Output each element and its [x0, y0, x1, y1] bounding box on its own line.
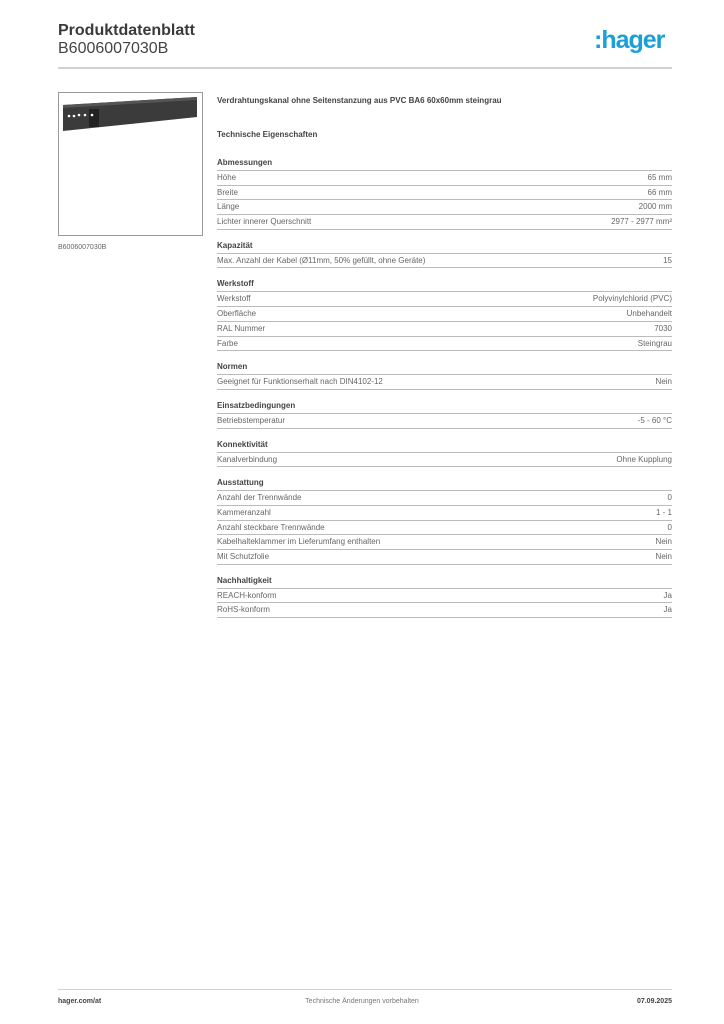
spec-row: Betriebstemperatur -5 - 60 °C — [217, 414, 672, 429]
spec-value: Nein — [655, 537, 672, 547]
spec-label: Farbe — [217, 338, 238, 348]
spec-row: Lichter innerer Querschnitt 2977 - 2977 m… — [217, 215, 672, 230]
hager-logo: :hager — [594, 26, 665, 54]
spec-section: Nachhaltigkeit REACH-konform Ja RoHS-konfor… — [217, 575, 672, 619]
spec-row: RAL Nummer 7030 — [217, 322, 672, 337]
footer-divider — [58, 989, 672, 990]
spec-row: Anzahl der Trennwände 0 — [217, 491, 672, 506]
spec-value: 2977 - 2977 mm² — [611, 217, 672, 227]
spec-value: Polyvinylchlorid (PVC) — [592, 294, 672, 304]
spec-row: Kanalverbindung Ohne Kupplung — [217, 453, 672, 468]
spec-value: 7030 — [654, 323, 672, 333]
product-code: B6006007030B — [58, 40, 169, 57]
section-heading: Werkstoff — [217, 278, 672, 293]
spec-value: Steingrau — [637, 338, 672, 348]
spec-section: Abmessungen Höhe 65 mm Breite 66 mm Länge 2000… — [217, 157, 672, 230]
spec-label: Höhe — [217, 173, 237, 182]
spec-label: Betriebstemperatur — [217, 415, 286, 425]
product-details: Verdrahtungskanal ohne Seitenstanzung au… — [217, 96, 672, 628]
spec-value: Ja — [663, 590, 672, 600]
footer-date: 07.09.2025 — [636, 998, 672, 1005]
section-heading: Einsatzbedingungen — [217, 400, 672, 414]
spec-row: RoHS-konform Ja — [217, 603, 672, 619]
spec-label: Kanalverbindung — [217, 454, 278, 464]
spec-row: Höhe 65 mm — [217, 171, 672, 186]
spec-sections: Abmessungen Höhe 65 mm Breite 66 mm Länge 2000… — [217, 157, 672, 619]
image-caption: B6006007030B — [58, 244, 107, 251]
spec-label: Geeignet für Funktionserhalt nach DIN410… — [217, 377, 383, 387]
spec-value: 2000 mm — [638, 202, 672, 212]
section-heading: Kapazität — [217, 240, 672, 254]
spec-row: Länge 2000 mm — [217, 200, 672, 216]
spec-label: Lichter innerer Querschnitt — [217, 217, 312, 227]
spec-value: Ja — [663, 605, 672, 615]
spec-value: 66 mm — [647, 187, 672, 197]
section-heading: Konnektivität — [217, 439, 672, 453]
spec-row: Werkstoff Polyvinylchlorid (PVC) — [217, 292, 672, 308]
spec-row: REACH-konform Ja — [217, 589, 672, 604]
spec-label: Kammeranzahl — [217, 507, 271, 517]
header-divider — [58, 67, 672, 69]
spec-label: Oberfläche — [217, 309, 257, 319]
spec-label: Länge — [217, 202, 240, 212]
product-description: Verdrahtungskanal ohne Seitenstanzung au… — [217, 96, 502, 105]
spec-label: Mit Schutzfolie — [217, 552, 270, 561]
spec-label: Max. Anzahl der Kabel (Ø11mm, 50% gefüll… — [217, 255, 426, 265]
spec-section: Werkstoff Werkstoff Polyvinylchlorid (PVC)… — [217, 278, 672, 352]
spec-label: Werkstoff — [217, 294, 251, 304]
spec-value: -5 - 60 °C — [637, 415, 672, 425]
tech-heading: Technische Eigenschaften — [217, 130, 318, 139]
spec-row: Max. Anzahl der Kabel (Ø11mm, 50% gefüll… — [217, 254, 672, 269]
section-heading: Ausstattung — [217, 477, 672, 492]
spec-label: RAL Nummer — [217, 323, 266, 333]
spec-label: REACH-konform — [217, 590, 277, 600]
spec-row: Breite 66 mm — [217, 186, 672, 201]
spec-value: Nein — [655, 377, 672, 387]
spec-row: Oberfläche Unbehandelt — [217, 307, 672, 322]
spec-value: 0 — [667, 493, 672, 503]
spec-label: RoHS-konform — [217, 605, 270, 615]
spec-value: 0 — [667, 522, 672, 532]
spec-section: Konnektivität Kanalverbindung Ohne Kupplun… — [217, 439, 672, 468]
spec-row: Anzahl steckbare Trennwände 0 — [217, 521, 672, 536]
spec-value: 1 - 1 — [655, 507, 672, 517]
spec-section: Kapazität Max. Anzahl der Kabel (Ø11mm, 5… — [217, 240, 672, 269]
spec-row: Kabelhalteklammer im Lieferumfang enthal… — [217, 535, 672, 550]
spec-section: Ausstattung Anzahl der Trennwände 0 Kammera… — [217, 477, 672, 565]
spec-label: Anzahl steckbare Trennwände — [217, 522, 325, 532]
spec-value: 65 mm — [647, 173, 672, 182]
spec-row: Mit Schutzfolie Nein — [217, 550, 672, 565]
spec-label: Anzahl der Trennwände — [217, 493, 302, 503]
section-heading: Nachhaltigkeit — [217, 575, 672, 589]
page-title: Produktdatenblatt — [58, 22, 195, 39]
spec-value: Unbehandelt — [626, 309, 672, 319]
spec-row: Farbe Steingrau — [217, 337, 672, 352]
spec-row: Kammeranzahl 1 - 1 — [217, 506, 672, 521]
footer-notice: Technische Änderungen vorbehalten — [305, 998, 419, 1005]
product-image — [58, 92, 203, 236]
spec-label: Breite — [217, 187, 238, 197]
spec-label: Kabelhalteklammer im Lieferumfang enthal… — [217, 537, 381, 547]
spec-value: Nein — [655, 552, 672, 561]
spec-value: 15 — [663, 255, 672, 265]
spec-section: Normen Geeignet für Funktionserhalt nach … — [217, 361, 672, 390]
spec-row: Geeignet für Funktionserhalt nach DIN410… — [217, 375, 672, 390]
spec-value: Ohne Kupplung — [616, 454, 672, 464]
spec-section: Einsatzbedingungen Betriebstemperatur -5 -… — [217, 400, 672, 429]
section-heading: Abmessungen — [217, 157, 672, 171]
section-heading: Normen — [217, 361, 672, 376]
footer-website[interactable]: hager.com/at — [58, 998, 102, 1005]
